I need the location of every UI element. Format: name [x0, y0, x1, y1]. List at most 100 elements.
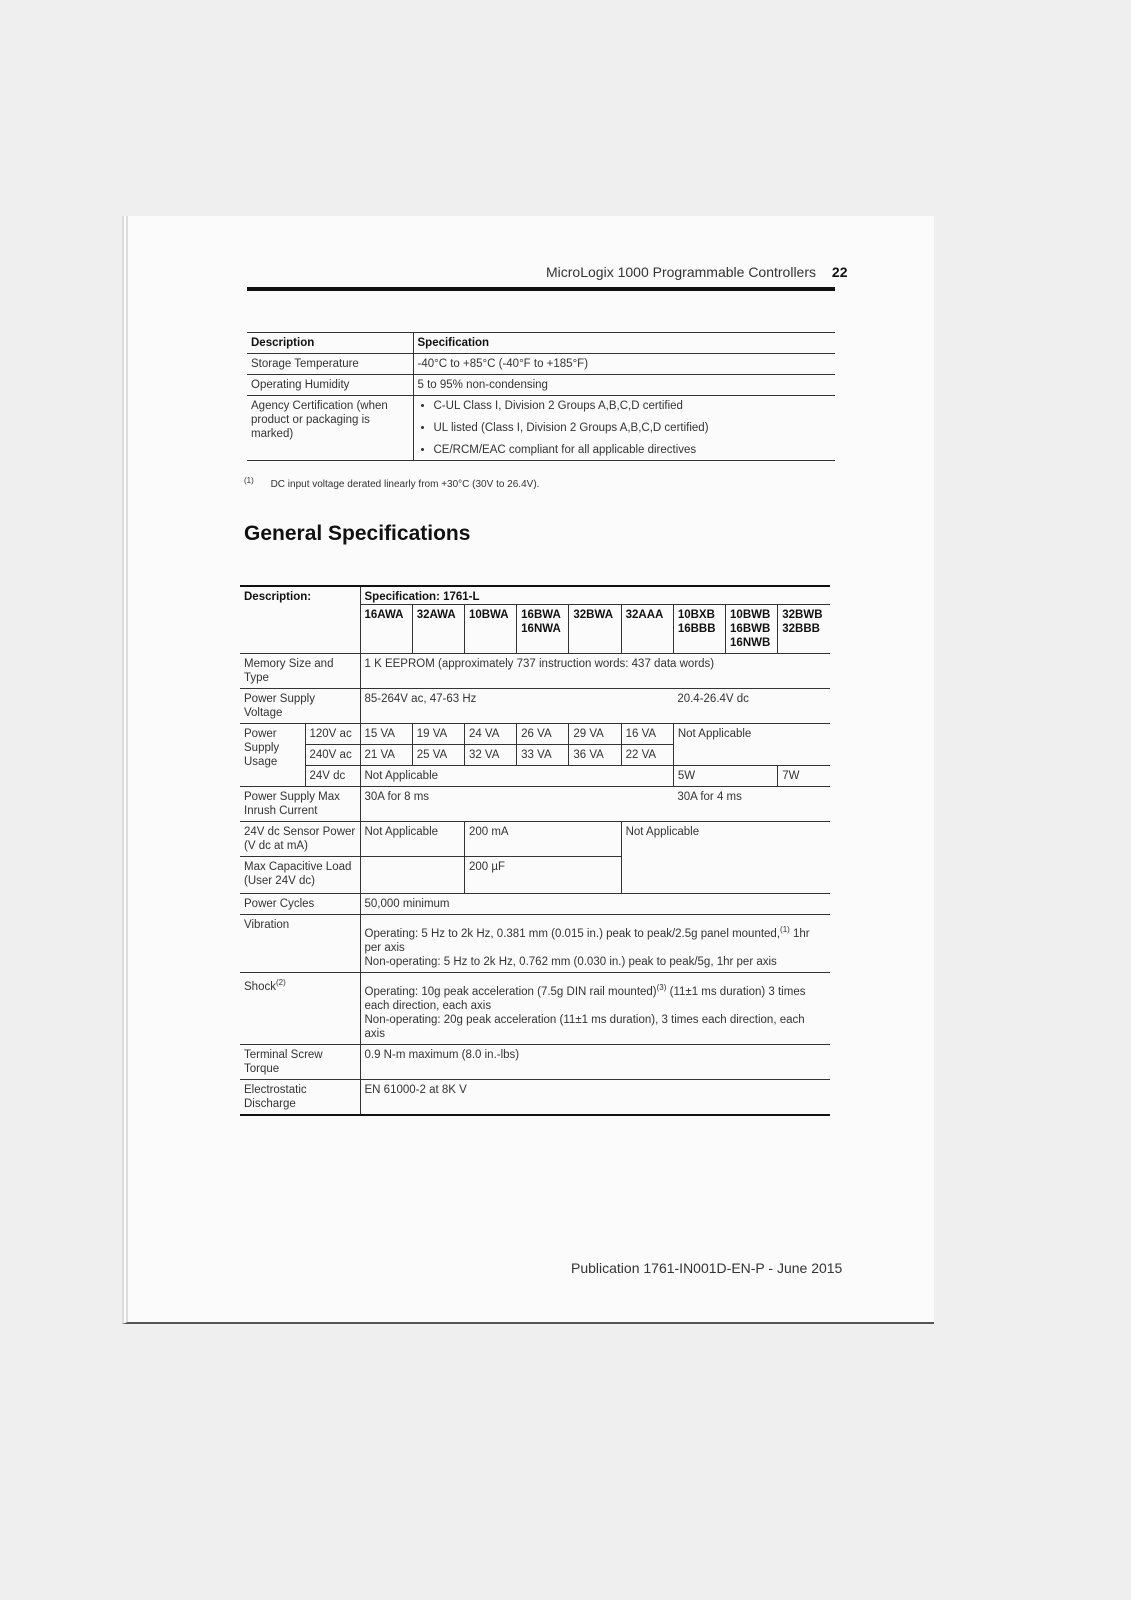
cell: 200 mA: [463, 821, 622, 857]
column-header: Specification: [413, 332, 835, 354]
row-sublabel: 120V ac: [304, 723, 361, 745]
cell: 19 VA: [411, 723, 465, 745]
footnote-mark: (1): [244, 476, 254, 485]
model-header: 10BWB 16BWB 16NWB: [725, 604, 779, 654]
cell: 85-264V ac, 47-63 Hz: [359, 688, 674, 724]
model-header: 32AAA: [620, 604, 674, 654]
row-sublabel: 240V ac: [305, 744, 361, 766]
cell: 22 VA: [620, 744, 674, 766]
column-header: Description: [247, 332, 414, 354]
cell: 30A for 4 ms: [673, 786, 830, 822]
model-name: 32BBB: [782, 623, 820, 635]
text: Operating: 10g peak acceleration (7.5g D…: [364, 985, 657, 998]
model-name: 16NWA: [521, 623, 561, 635]
cell: 7W: [777, 765, 830, 787]
model-name: 10BWA: [468, 609, 509, 621]
model-header: 10BWA: [463, 604, 518, 654]
cell: 16 VA: [620, 723, 674, 745]
cell: 1 K EEPROM (approximately 737 instructio…: [359, 653, 830, 689]
section-title: General Specifications: [244, 522, 471, 545]
row-label: Vibration: [240, 914, 361, 973]
model-name: 16BBB: [677, 623, 716, 635]
model-header: 10BXB 16BBB: [672, 604, 727, 654]
cell: Agency Certification (when product or pa…: [247, 395, 414, 461]
cell: 5 to 95% non-condensing: [413, 374, 835, 396]
footnote: (1) DC input voltage derated linearly fr…: [244, 476, 539, 490]
model-name: 10BXB: [677, 609, 715, 621]
cell: 29 VA: [568, 723, 622, 745]
cell: 36 VA: [568, 744, 622, 766]
header-rule: [247, 287, 835, 291]
header-title: MicroLogix 1000 Programmable Controllers: [546, 264, 817, 280]
list-item: UL listed (Class I, Division 2 Groups A,…: [434, 421, 832, 435]
cell: EN 61000-2 at 8K V: [359, 1078, 830, 1116]
cell: 32 VA: [463, 744, 518, 766]
row-label: 24V dc Sensor Power (V dc at mA): [240, 821, 361, 857]
model-name: 16AWA: [364, 609, 404, 621]
model-name: 16NWB: [730, 637, 771, 649]
model-header: 32BWB 32BBB: [777, 604, 830, 654]
model-name: 16BWB: [730, 623, 771, 635]
row-label: Power Supply Voltage: [240, 688, 361, 724]
cell: 30A for 8 ms: [359, 786, 674, 822]
footnote-ref: (1): [780, 925, 790, 934]
cell: 25 VA: [411, 744, 465, 766]
cell: 5W: [672, 765, 779, 787]
column-header: Description:: [240, 585, 361, 654]
general-spec-table: Description: Specification: 1761-L 16AWA…: [240, 585, 830, 1116]
cell: C-UL Class I, Division 2 Groups A,B,C,D …: [413, 395, 835, 461]
row-label: Power Supply Max Inrush Current: [240, 786, 361, 822]
model-header: 32AWA: [411, 604, 465, 654]
cell: 24 VA: [463, 723, 518, 745]
cell: Operating: 5 Hz to 2k Hz, 0.381 mm (0.01…: [359, 914, 830, 973]
model-header: 32BWA: [568, 604, 622, 654]
cell: Not Applicable: [620, 821, 830, 894]
footnote-ref: (2): [275, 977, 286, 987]
cell: 0.9 N-m maximum (8.0 in.-lbs): [359, 1043, 830, 1080]
text: Non-operating: 5 Hz to 2k Hz, 0.762 mm (…: [364, 955, 777, 968]
model-name: 10BWB: [730, 609, 771, 621]
text: Shock: [244, 980, 276, 993]
cell: Operating Humidity: [247, 374, 414, 396]
cell: 15 VA: [359, 723, 413, 745]
text: 1hr per axis: [364, 927, 810, 954]
cell: 33 VA: [516, 744, 570, 766]
cell: Not Applicable: [359, 821, 465, 857]
cell: 50,000 minimum: [359, 893, 830, 915]
cell: -40°C to +85°C (-40°F to +185°F): [413, 353, 835, 375]
column-header: Specification: 1761-L: [359, 585, 830, 605]
footer: Publication 1761-IN001D-EN-P - June 2015: [571, 1260, 843, 1276]
spec-table: Description Specification Storage Tempera…: [247, 332, 835, 461]
row-label: Shock(2): [240, 971, 361, 1045]
list-item: CE/RCM/EAC compliant for all applicable …: [434, 443, 832, 457]
cell: Not Applicable: [359, 765, 674, 787]
row-label: Electrostatic Discharge: [240, 1078, 361, 1116]
model-header: 16AWA: [360, 604, 413, 654]
cell: 21 VA: [359, 744, 413, 766]
list-item: C-UL Class I, Division 2 Groups A,B,C,D …: [434, 399, 832, 413]
row-sublabel: 24V dc: [305, 765, 361, 787]
page-number: 22: [831, 264, 848, 280]
model-header: 16BWA 16NWA: [516, 604, 570, 654]
model-name: 32BWA: [573, 609, 613, 621]
cell: 26 VA: [516, 723, 570, 745]
model-name: 32AAA: [625, 609, 664, 621]
cell: [359, 856, 465, 894]
text: (11±1 ms duration) 3 times each directio…: [364, 985, 806, 1012]
model-name: 32BWB: [782, 609, 823, 621]
cell: Operating: 10g peak acceleration (7.5g D…: [359, 971, 830, 1045]
cell: 20.4-26.4V dc: [673, 688, 830, 724]
row-label: Memory Size and Type: [240, 653, 361, 689]
text: Operating: 5 Hz to 2k Hz, 0.381 mm (0.01…: [364, 927, 781, 940]
cell: Not Applicable: [672, 723, 830, 766]
running-header: MicroLogix 1000 Programmable Controllers…: [546, 264, 847, 280]
footnote-ref: (3): [656, 982, 667, 992]
footnote-text: DC input voltage derated linearly from +…: [270, 479, 540, 491]
row-label: Terminal Screw Torque: [240, 1043, 361, 1080]
cell: 200 µF: [463, 856, 622, 894]
model-name: 32AWA: [416, 609, 456, 621]
row-label: Power Supply Usage: [240, 723, 306, 787]
text: Non-operating: 20g peak acceleration (11…: [364, 1013, 805, 1040]
cell: Storage Temperature: [247, 353, 414, 375]
